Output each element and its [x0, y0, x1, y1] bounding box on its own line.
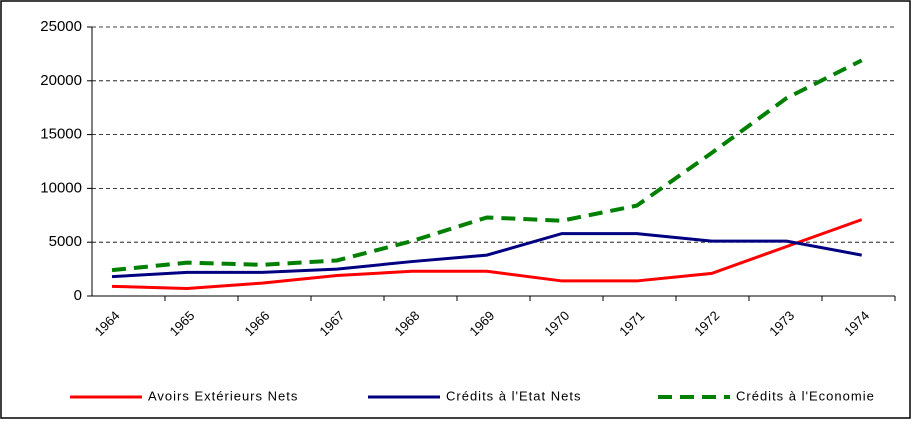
y-tick-label: 15000 [40, 126, 82, 143]
y-tick-label: 5000 [49, 233, 82, 250]
y-tick-label: 25000 [40, 18, 82, 35]
legend-label: Crédits à l'Etat Nets [446, 388, 581, 403]
y-tick-label: 0 [74, 287, 82, 304]
series-line [111, 232, 862, 279]
legend-label: Avoirs Extérieurs Nets [148, 388, 298, 403]
series-line [111, 58, 863, 273]
y-tick-label: 20000 [40, 72, 82, 89]
legend-label: Crédits à l'Economie [736, 388, 875, 403]
y-tick-label: 10000 [40, 179, 82, 196]
series-line [111, 218, 863, 290]
